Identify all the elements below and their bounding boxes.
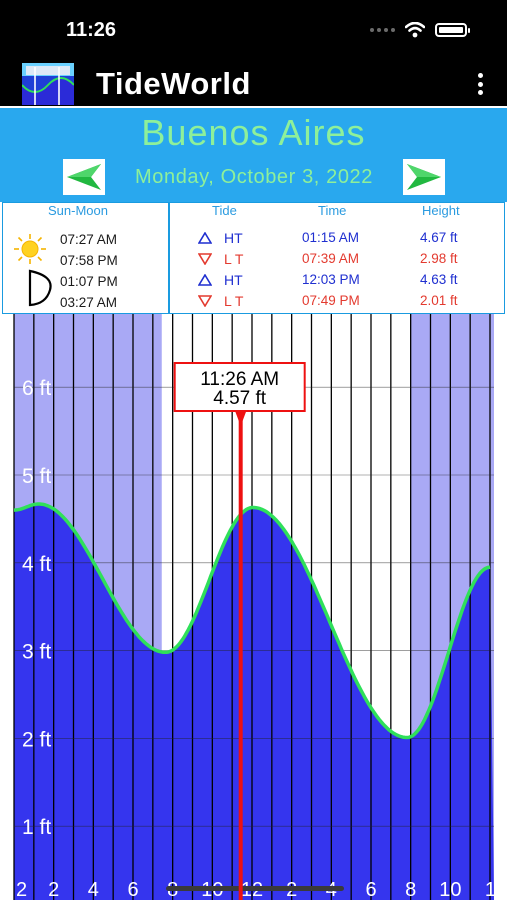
wifi-icon — [405, 22, 425, 38]
arrow-right-icon — [407, 164, 441, 190]
cursor-height: 4.57 ft — [213, 388, 267, 409]
arrow-left-icon — [67, 164, 101, 190]
y-tick-label: 3 ft — [22, 641, 51, 664]
high-tide-triangle-icon — [198, 232, 212, 244]
battery-icon — [435, 23, 470, 37]
more-dot-icon — [477, 73, 483, 78]
tide-type: L T — [224, 293, 244, 309]
sun-moon-header: Sun-Moon — [48, 203, 108, 218]
tide-height: 4.63 ft — [420, 272, 458, 287]
x-tick-label: 2 — [48, 879, 59, 900]
x-tick-label: 1 — [485, 879, 496, 900]
tide-height: 4.67 ft — [420, 230, 458, 245]
moon-icon — [28, 269, 52, 307]
x-tick-label: 10 — [439, 879, 461, 900]
status-icons — [370, 22, 470, 38]
tide-time: 07:39 AM — [302, 251, 360, 266]
tide-type: L T — [224, 251, 244, 267]
water-area — [14, 504, 494, 900]
app-bar: TideWorld — [0, 60, 507, 106]
sunrise-time: 07:27 AM — [60, 232, 118, 247]
height-column-header: Height — [422, 203, 460, 218]
cellular-signal-icon — [370, 28, 395, 32]
more-dot-icon — [477, 81, 483, 87]
tide-type: HT — [224, 272, 243, 288]
next-day-button[interactable] — [403, 159, 445, 195]
sunset-time: 07:58 PM — [60, 253, 118, 268]
app-logo-icon — [22, 63, 74, 105]
tide-info-panel: Sun-Moon Tide Time Height — [0, 202, 507, 314]
tide-time: 07:49 PM — [302, 293, 360, 308]
info-border — [2, 202, 505, 314]
date-label: Monday, October 3, 2022 — [134, 166, 373, 188]
tide-chart[interactable]: 1 ft2 ft3 ft4 ft5 ft6 ft2246810122468101… — [0, 314, 507, 900]
more-dot-icon — [477, 90, 483, 95]
tide-height: 2.01 ft — [420, 293, 458, 308]
scroll-indicator — [166, 886, 344, 891]
info-divider — [168, 202, 170, 314]
tide-height: 2.98 ft — [420, 251, 458, 266]
tide-type: HT — [224, 230, 243, 246]
previous-day-button[interactable] — [63, 159, 105, 195]
y-tick-label: 2 ft — [22, 728, 51, 751]
x-tick-label: 6 — [127, 879, 138, 900]
more-options-menu[interactable] — [475, 73, 485, 95]
city-name: Buenos Aires — [141, 112, 366, 153]
moonset-time: 03:27 AM — [60, 295, 118, 310]
y-tick-label: 1 ft — [22, 816, 51, 839]
sun-icon — [14, 234, 46, 264]
cursor-pointer-icon — [234, 410, 247, 426]
status-time: 11:26 — [66, 19, 117, 41]
moonrise-time: 01:07 PM — [60, 274, 118, 289]
high-tide-triangle-icon — [198, 274, 212, 286]
cursor-tooltip — [173, 362, 306, 412]
tide-time: 12:03 PM — [302, 272, 360, 287]
status-bar: 11:26 — [0, 0, 507, 60]
x-tick-label: 2 — [16, 879, 27, 900]
y-tick-label: 5 ft — [22, 465, 51, 488]
x-tick-label: 4 — [88, 879, 99, 900]
app-title: TideWorld — [96, 66, 251, 101]
x-tick-label: 6 — [365, 879, 376, 900]
cursor-time: 11:26 AM — [200, 369, 279, 390]
y-tick-label: 4 ft — [22, 553, 51, 576]
x-tick-label: 8 — [405, 879, 416, 900]
tide-curve — [13, 502, 491, 740]
low-tide-triangle-icon — [198, 295, 212, 307]
tide-time: 01:15 AM — [302, 230, 360, 245]
time-column-header: Time — [318, 203, 347, 218]
y-tick-label: 6 ft — [22, 377, 51, 400]
low-tide-triangle-icon — [198, 253, 212, 265]
tide-column-header: Tide — [212, 203, 237, 218]
location-header: Buenos Aires Monday, October 3, 2022 — [0, 106, 507, 202]
